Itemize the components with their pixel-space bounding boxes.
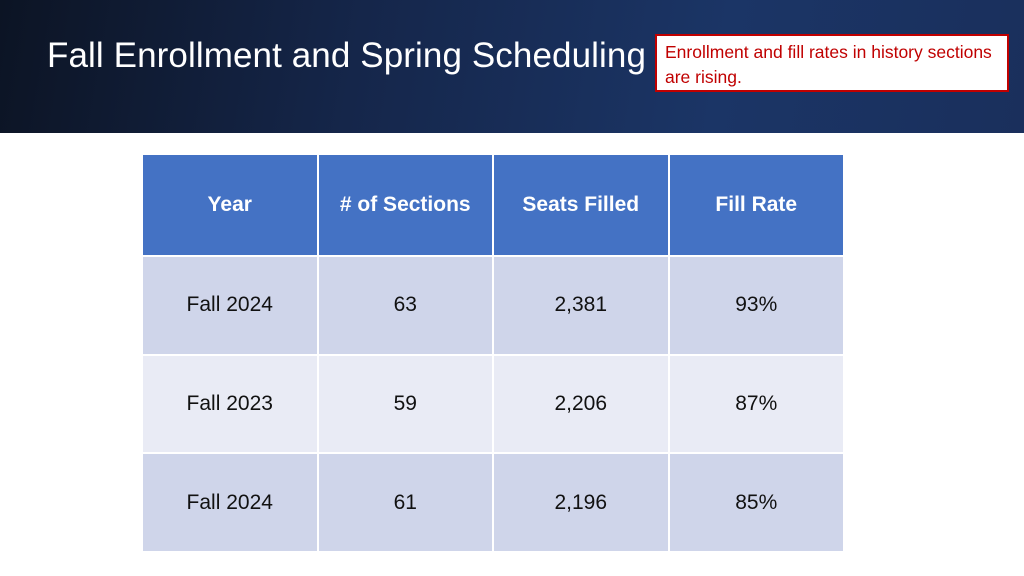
header-fill-rate: Fill Rate <box>667 153 845 257</box>
header-year: Year <box>141 153 319 257</box>
cell-sections: 61 <box>316 452 494 553</box>
cell-year: Fall 2024 <box>141 452 319 553</box>
cell-fill-rate: 87% <box>667 353 845 455</box>
slide-title: Fall Enrollment and Spring Scheduling <box>47 36 647 75</box>
cell-seats-filled: 2,381 <box>492 255 670 356</box>
cell-fill-rate: 85% <box>667 452 845 553</box>
header-sections: # of Sections <box>316 153 494 257</box>
cell-fill-rate: 93% <box>667 255 845 356</box>
cell-sections: 59 <box>316 353 494 455</box>
cell-seats-filled: 2,196 <box>492 452 670 553</box>
table-row: Fall 2023 59 2,206 87% <box>141 353 845 455</box>
cell-year: Fall 2024 <box>141 255 319 356</box>
cell-year: Fall 2023 <box>141 353 319 455</box>
cell-seats-filled: 2,206 <box>492 353 670 455</box>
cell-sections: 63 <box>316 255 494 356</box>
enrollment-table-container: Year # of Sections Seats Filled Fill Rat… <box>141 153 845 553</box>
header-seats-filled: Seats Filled <box>492 153 670 257</box>
table-row: Fall 2024 61 2,196 85% <box>141 452 845 553</box>
table-row: Fall 2024 63 2,381 93% <box>141 255 845 356</box>
table-header-row: Year # of Sections Seats Filled Fill Rat… <box>141 153 845 257</box>
callout-box: Enrollment and fill rates in history sec… <box>655 34 1009 92</box>
enrollment-table: Year # of Sections Seats Filled Fill Rat… <box>141 153 845 553</box>
